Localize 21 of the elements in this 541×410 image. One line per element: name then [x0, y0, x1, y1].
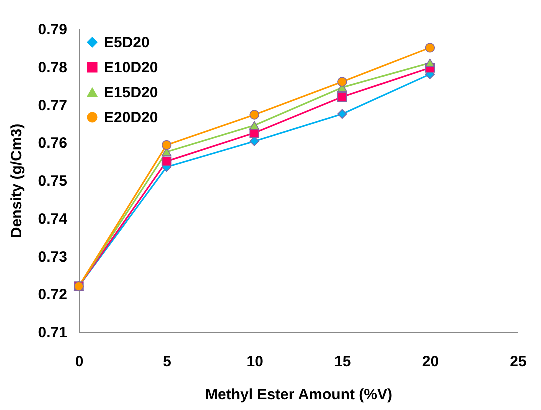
x-tick-label: 10 [246, 354, 264, 370]
x-tick-label: 5 [163, 354, 172, 370]
legend-label: E15D20 [104, 84, 158, 102]
y-tick-label: 0.71 [38, 324, 68, 342]
y-tick-label: 0.75 [38, 173, 68, 190]
x-tick-label: 0 [75, 354, 84, 370]
y-axis-title: Density (g/Cm3) [8, 124, 26, 238]
y-tick-label: 0.72 [38, 286, 68, 304]
x-tick-label: 15 [334, 354, 352, 370]
legend-label: E20D20 [104, 110, 158, 126]
x-tick-label: 25 [510, 354, 527, 370]
y-tick-label: 0.76 [38, 135, 68, 152]
legend-label: E10D20 [104, 60, 158, 76]
legend-label: E5D20 [104, 34, 150, 52]
y-tick-label: 0.79 [38, 22, 68, 38]
y-tick-label: 0.74 [38, 210, 68, 228]
x-tick-label: 20 [422, 354, 440, 370]
y-tick-label: 0.78 [38, 59, 68, 76]
y-tick-label: 0.73 [38, 248, 68, 266]
y-tick-label: 0.77 [38, 97, 68, 114]
x-axis-title: Methyl Ester Amount (%V) [206, 386, 392, 404]
